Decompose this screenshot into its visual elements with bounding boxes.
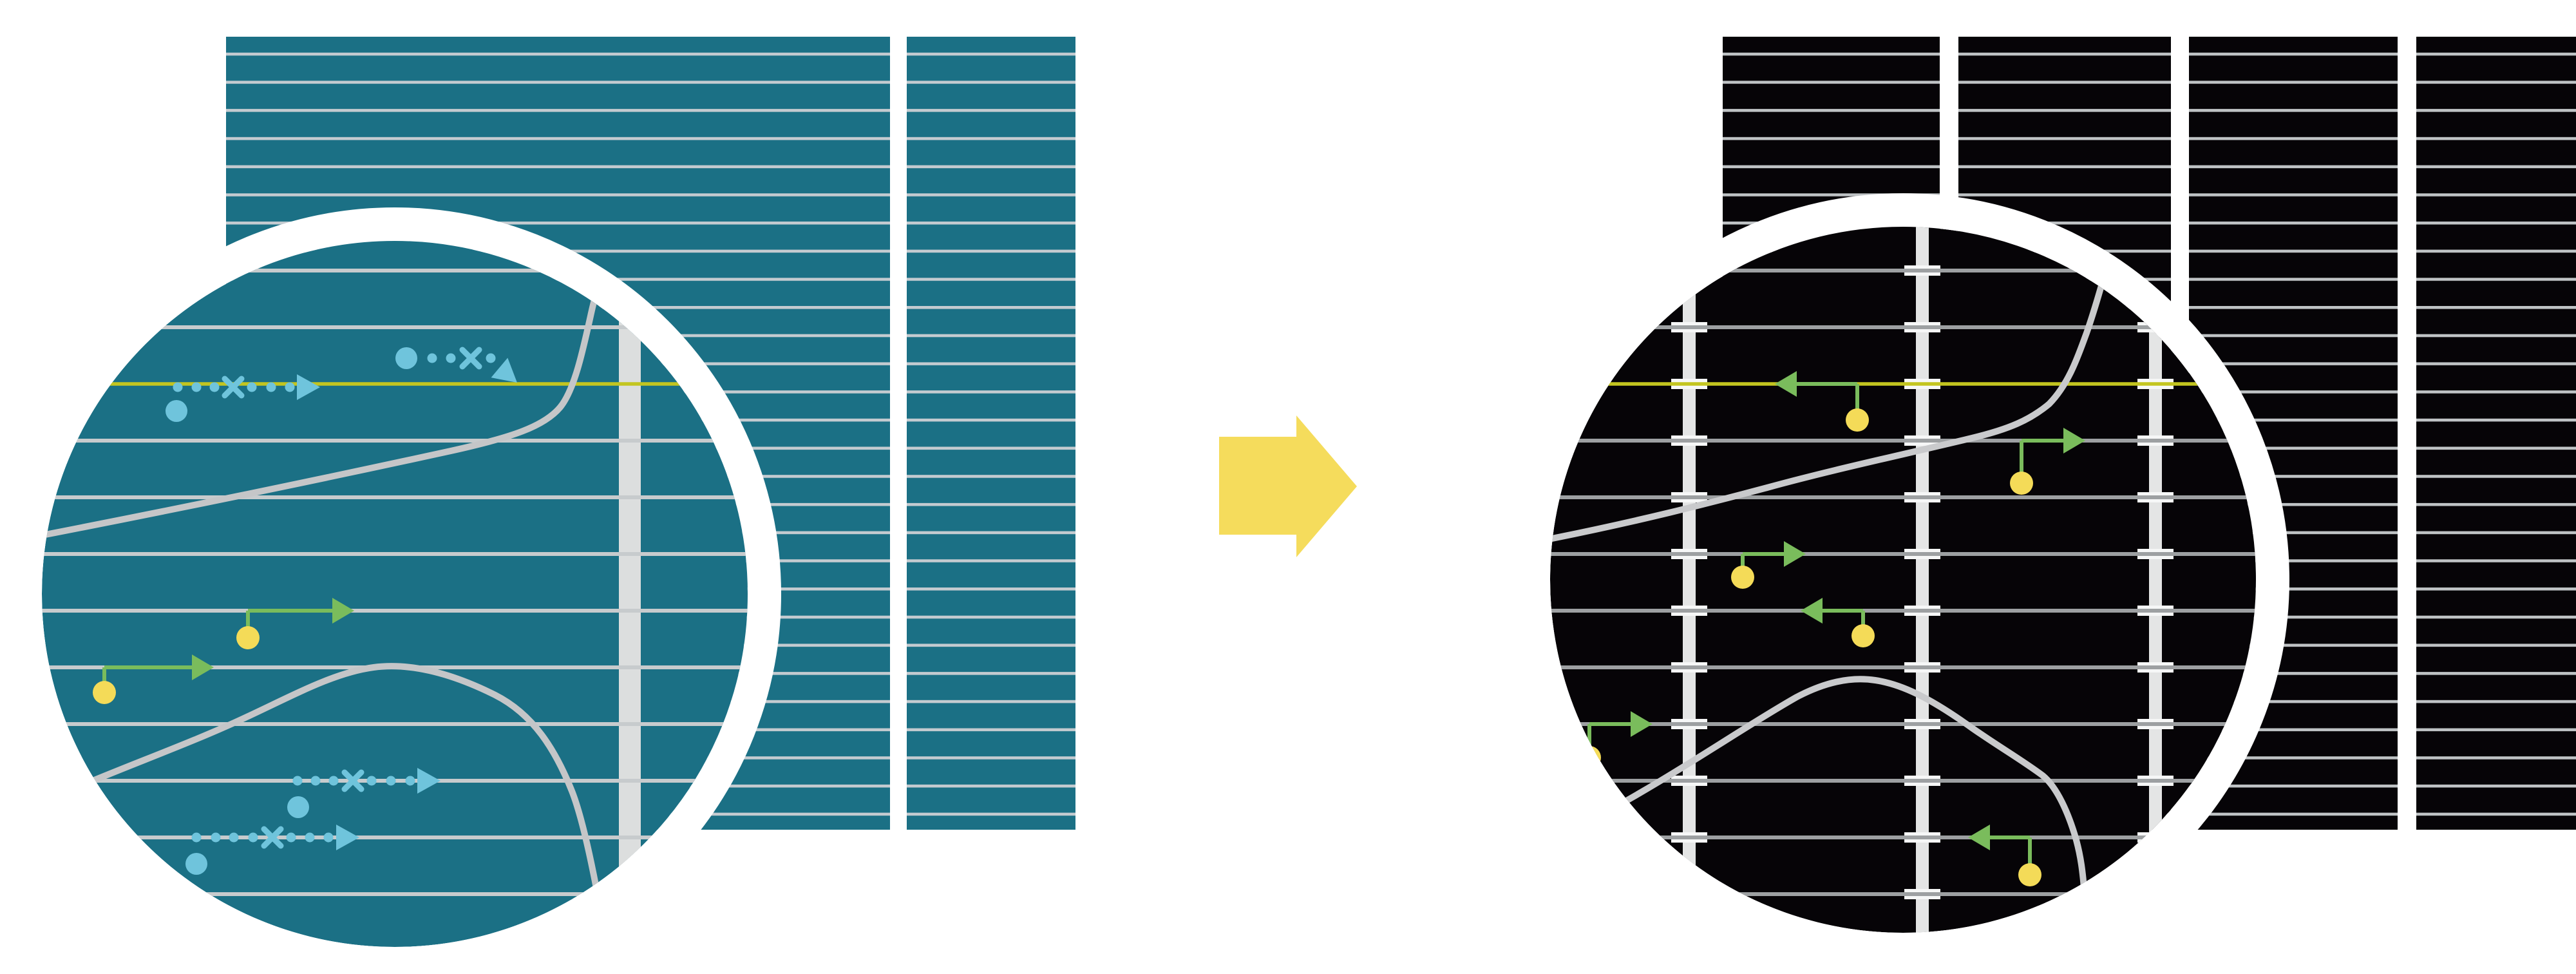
electron-arrowhead-icon: [336, 825, 359, 850]
transform-right-arrow-icon: [1219, 415, 1357, 557]
hole-carrier-with-arrow: [1731, 541, 1806, 589]
hole-carrier-icon: [236, 626, 260, 649]
magnifier-left-grain-boundary-curve: [74, 663, 602, 905]
magnifier-right-magnifier-ring-icon: [1517, 193, 2289, 966]
hole-carrier-with-arrow: [1968, 825, 2041, 886]
magnifier-left-cell-surface: [42, 241, 748, 947]
magnifier-right-solder-pad: [2137, 889, 2174, 899]
electron-arrowhead-icon: [491, 358, 517, 383]
carrier-direction-arrow-icon: [1968, 825, 1990, 850]
hole-carrier-with-arrow: [93, 654, 214, 704]
electron-scatter-trail-icon: [287, 768, 440, 818]
carrier-direction-arrow-icon: [192, 654, 214, 680]
electron-arrowhead-icon: [297, 374, 320, 400]
carrier-direction-arrow-icon: [2063, 428, 2085, 454]
magnifier-left-grain-boundary-curve: [42, 243, 614, 539]
hole-carrier-with-arrow: [2010, 428, 2085, 495]
hole-carrier-with-arrow: [236, 598, 354, 649]
carrier-direction-arrow-icon: [1631, 711, 1653, 737]
magnifier-right-grain-boundary-curve: [1578, 676, 2088, 899]
electron-scatter-trail-icon: [185, 825, 359, 875]
hole-carrier-icon: [2018, 863, 2041, 886]
hole-carrier-with-arrow: [1775, 371, 1869, 432]
carrier-direction-arrow-icon: [1784, 541, 1806, 567]
magnifier-left-busbar-1: [619, 241, 641, 947]
solar-panel-left-strip: [907, 37, 1075, 830]
magnifier-right-busbar-1: [1683, 227, 1696, 933]
carrier-direction-arrow-icon: [332, 598, 354, 624]
magnifier-left: [42, 241, 748, 947]
electron-scatter-trail-icon: [166, 374, 320, 422]
solar-panel-right-column-4: [2416, 37, 2576, 830]
carrier-direction-arrow-icon: [1775, 371, 1797, 397]
hole-carrier-icon: [1852, 624, 1875, 647]
electron-arrowhead-icon: [417, 768, 440, 794]
magnifier-right-busbar-2: [1916, 227, 1929, 933]
hole-carrier-icon: [1846, 408, 1869, 432]
hole-carrier-icon: [93, 681, 116, 704]
magnifier-left-magnifier-ring-icon: [8, 207, 781, 974]
electron-scatter-trail-icon: [395, 347, 517, 383]
magnifier-right-busbar-3: [2149, 227, 2162, 933]
hole-carrier-with-arrow: [1801, 598, 1875, 647]
magnifier-right-grain-boundary-curve: [1550, 280, 2105, 543]
hole-carrier-icon: [2010, 472, 2033, 495]
magnifier-right: [1550, 227, 2256, 933]
carrier-direction-arrow-icon: [1801, 598, 1823, 624]
hole-carrier-icon: [1731, 566, 1754, 589]
magnifier-right-cell-surface: [1550, 227, 2256, 933]
